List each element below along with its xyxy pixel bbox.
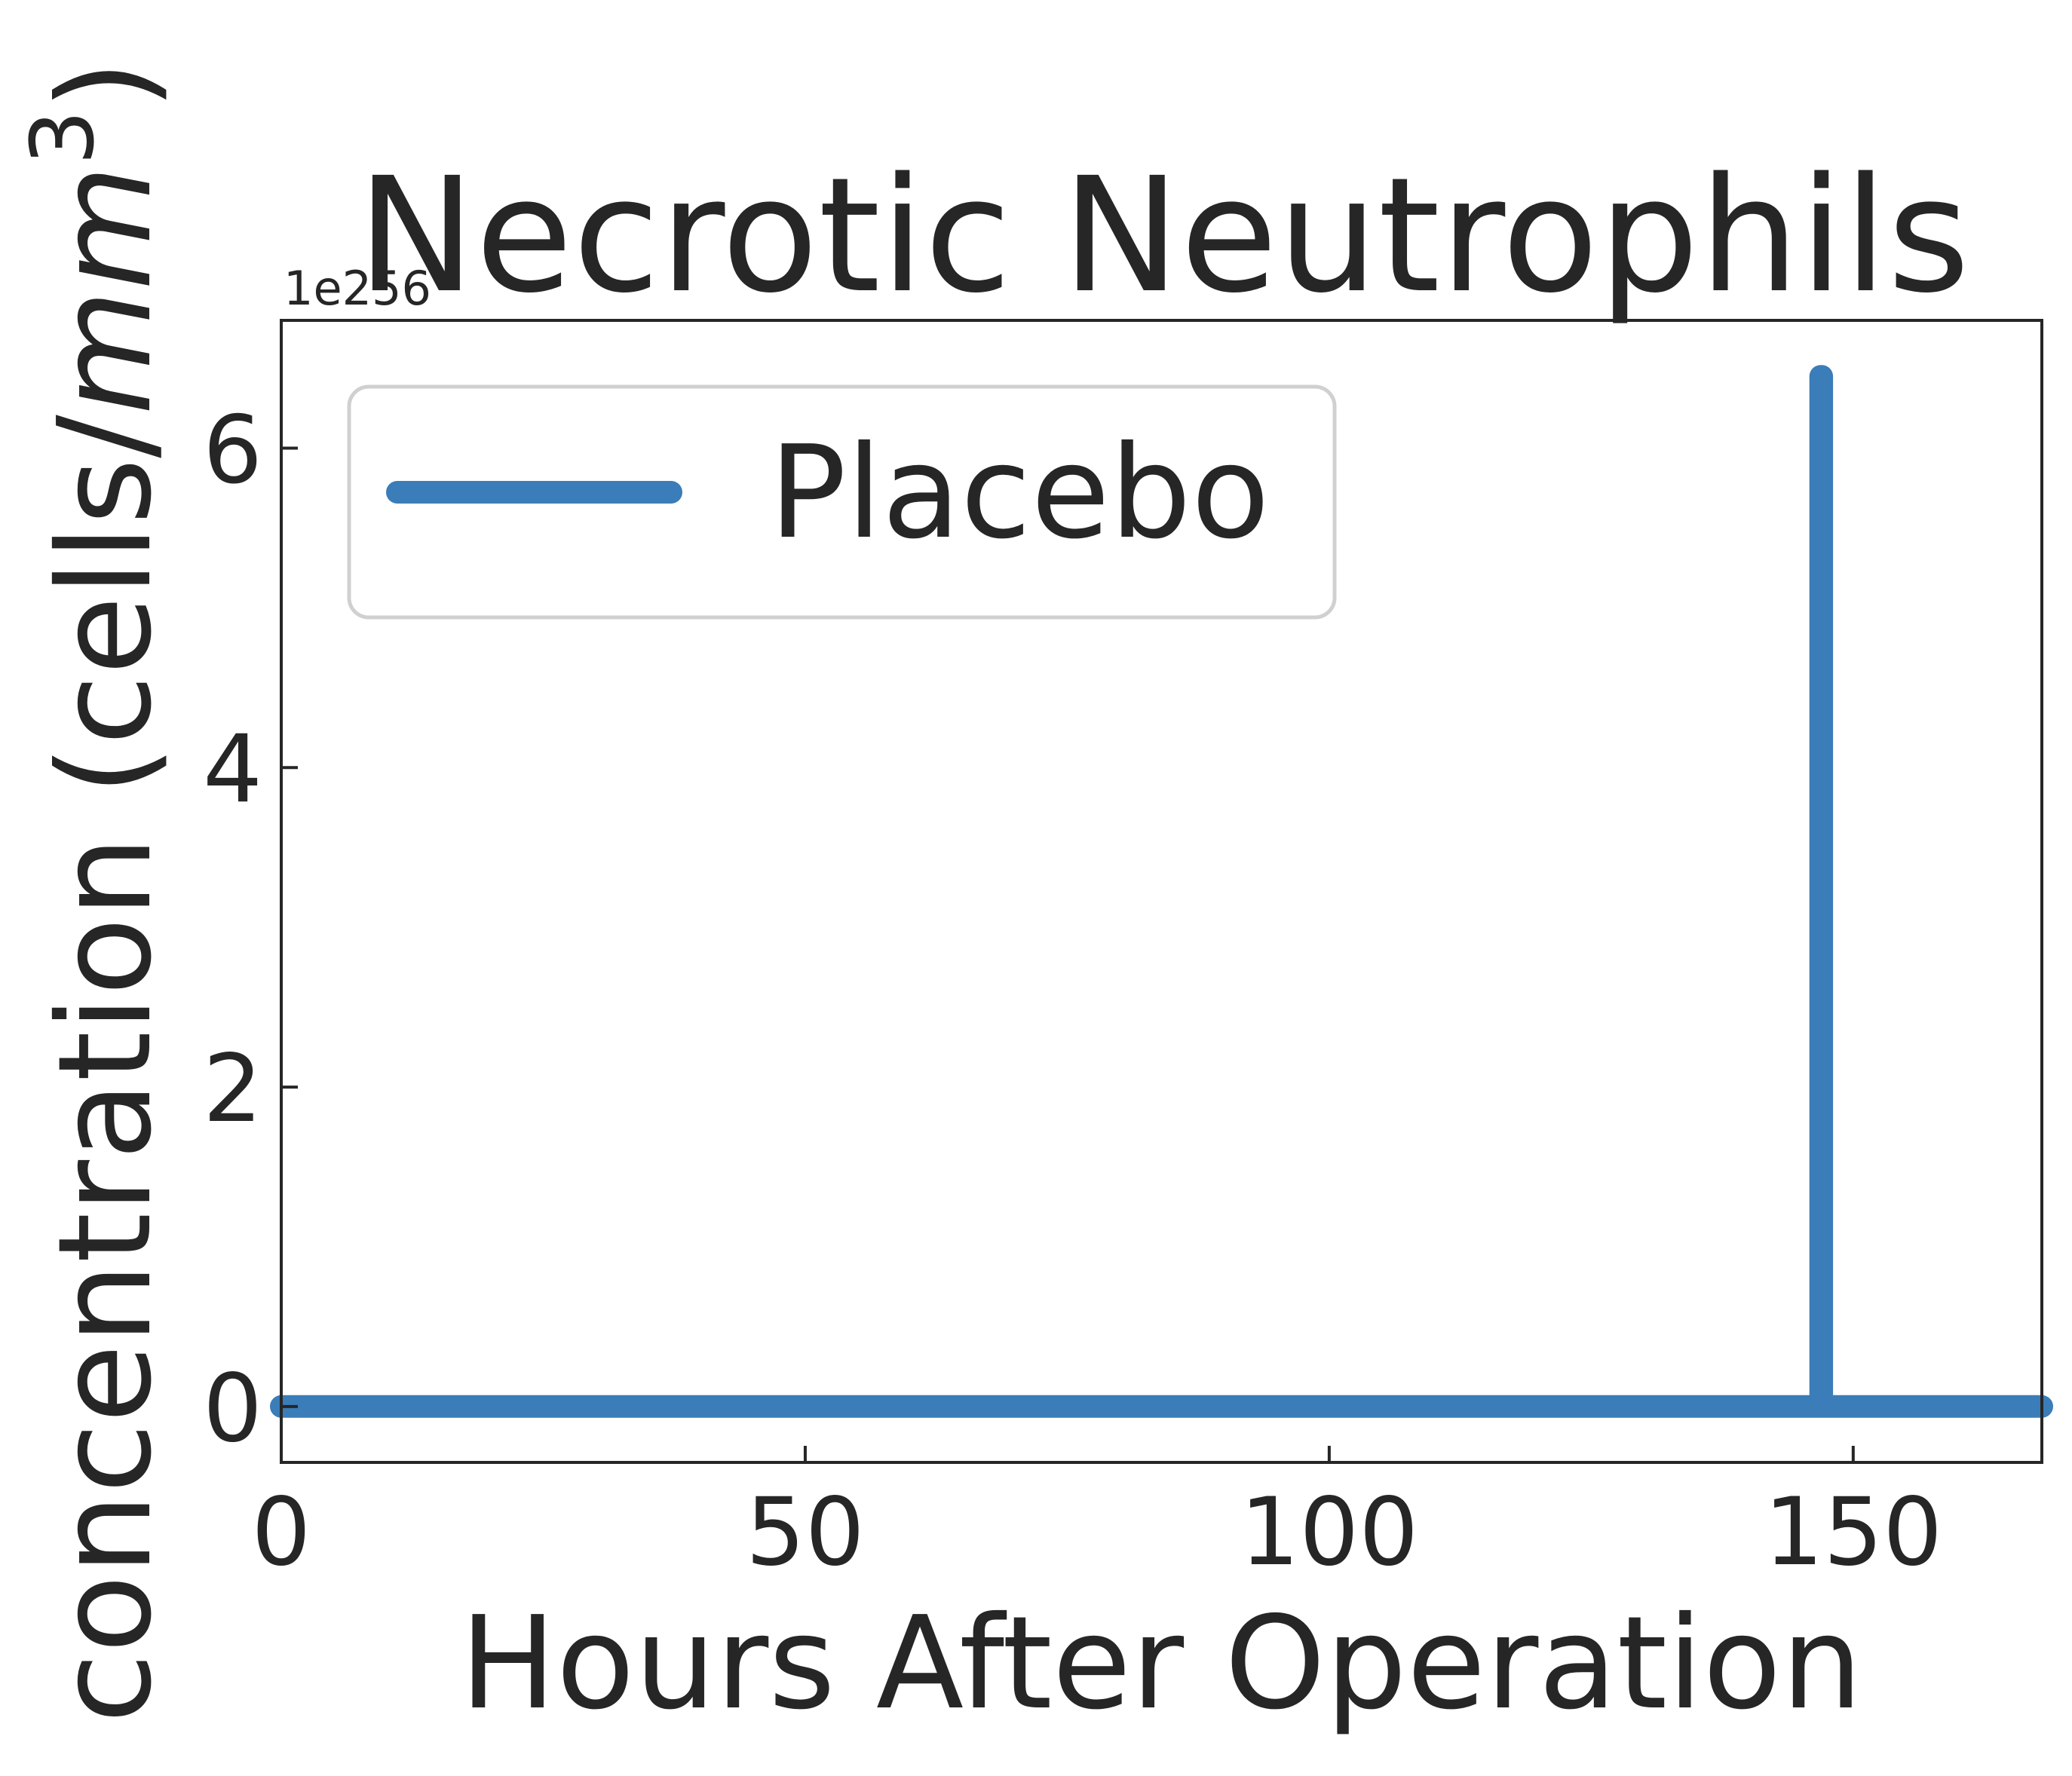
x-axis-label: Hours After Operation xyxy=(460,1589,1862,1738)
x-tick-label: 150 xyxy=(1764,1478,1942,1587)
x-axis-ticks: 0 50 100 150 xyxy=(252,1446,1942,1587)
legend: Placebo xyxy=(347,384,1337,620)
y-tick-label: 6 xyxy=(203,397,262,505)
series-layer xyxy=(270,365,2053,1418)
y-tick-label: 0 xyxy=(203,1355,262,1463)
y-tick-label: 2 xyxy=(203,1035,262,1144)
plot-frame xyxy=(280,319,2043,1464)
x-tick-label: 50 xyxy=(746,1478,865,1587)
x-tick-label: 0 xyxy=(252,1478,311,1587)
y-axis-label: concentration (cells/mm3) xyxy=(13,60,180,1724)
chart-title: Necrotic Neutrophils xyxy=(357,143,1969,328)
plot-area xyxy=(270,319,2053,1464)
y-axis-label-exponent: 3 xyxy=(13,110,114,165)
y-axis-label-main: concentration (cells/ xyxy=(31,415,180,1724)
y-axis-label-close: ) xyxy=(31,60,180,110)
x-tick-label: 100 xyxy=(1240,1478,1419,1587)
legend-frame xyxy=(347,384,1337,620)
y-axis-offset-text: 1e256 xyxy=(284,261,431,316)
y-tick-label: 4 xyxy=(203,715,262,824)
y-axis-ticks: 0 2 4 6 xyxy=(203,397,298,1463)
y-axis-label-unit: mm xyxy=(31,165,180,415)
series-line-placebo xyxy=(270,365,2053,1418)
legend-label-placebo: Placebo xyxy=(769,418,1270,568)
